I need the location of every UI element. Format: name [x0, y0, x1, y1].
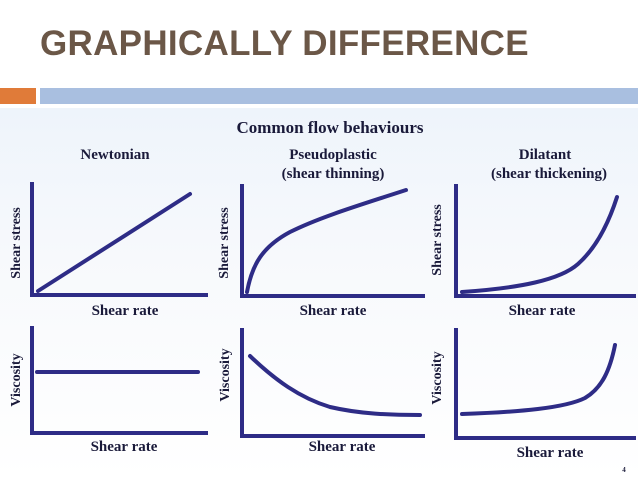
chart-dilatant-viscosity: Viscosity Shear rate: [430, 328, 636, 461]
curve-pseudoplastic-viscosity: [248, 354, 422, 417]
x-label-shear-rate-newtonian-viscosity: Shear rate: [91, 439, 158, 455]
curve-newtonian-stress: [36, 192, 192, 293]
accent-bar-orange: [0, 88, 36, 104]
x-label-shear-rate-dilatant-stress: Shear rate: [509, 303, 576, 319]
chart-newtonian-viscosity: Viscosity Shear rate: [9, 326, 208, 455]
y-label-shear-stress-dilatant: Shear stress: [430, 204, 445, 276]
y-label-viscosity-dilatant: Viscosity: [430, 351, 445, 404]
x-label-shear-rate-pseudoplastic-stress: Shear rate: [300, 303, 367, 319]
column-subtitle-dilatant: (shear thickening): [491, 166, 607, 182]
axes-dilatant-viscosity: [454, 328, 636, 440]
x-label-shear-rate-newtonian-stress: Shear rate: [92, 303, 159, 319]
axes-dilatant-stress: [454, 184, 636, 298]
y-label-viscosity-newtonian: Viscosity: [9, 353, 24, 406]
page-number: 4: [622, 466, 626, 474]
y-label-shear-stress-pseudoplastic: Shear stress: [217, 207, 232, 279]
curve-dilatant-viscosity: [460, 343, 617, 416]
column-title-newtonian: Newtonian: [80, 147, 150, 163]
axes-newtonian-stress: [30, 182, 208, 297]
chart-newtonian-stress: Shear stress Shear rate: [9, 182, 208, 319]
curve-pseudoplastic-stress: [245, 188, 408, 294]
y-label-shear-stress-newtonian: Shear stress: [9, 207, 24, 279]
y-label-viscosity-pseudoplastic: Viscosity: [218, 348, 233, 401]
x-label-shear-rate-dilatant-viscosity: Shear rate: [517, 445, 584, 461]
axes-pseudoplastic-stress: [240, 184, 425, 298]
slide-title: GRAPHICALLY DIFFERENCE: [40, 24, 529, 63]
column-title-dilatant: Dilatant: [519, 147, 572, 163]
x-label-shear-rate-pseudoplastic-viscosity: Shear rate: [309, 439, 376, 455]
accent-bar-blue: [40, 88, 638, 104]
chart-dilatant-stress: Shear stress Shear rate: [430, 184, 636, 319]
axes-newtonian-viscosity: [30, 326, 208, 435]
chart-pseudoplastic-stress: Shear stress Shear rate: [217, 184, 425, 319]
chart-pseudoplastic-viscosity: Viscosity Shear rate: [218, 328, 425, 455]
column-title-pseudoplastic: Pseudoplastic: [289, 147, 377, 163]
figure-heading: Common flow behaviours: [236, 118, 423, 137]
curve-dilatant-stress: [460, 195, 619, 294]
column-subtitle-pseudoplastic: (shear thinning): [282, 166, 385, 182]
axes-pseudoplastic-viscosity: [240, 328, 425, 438]
